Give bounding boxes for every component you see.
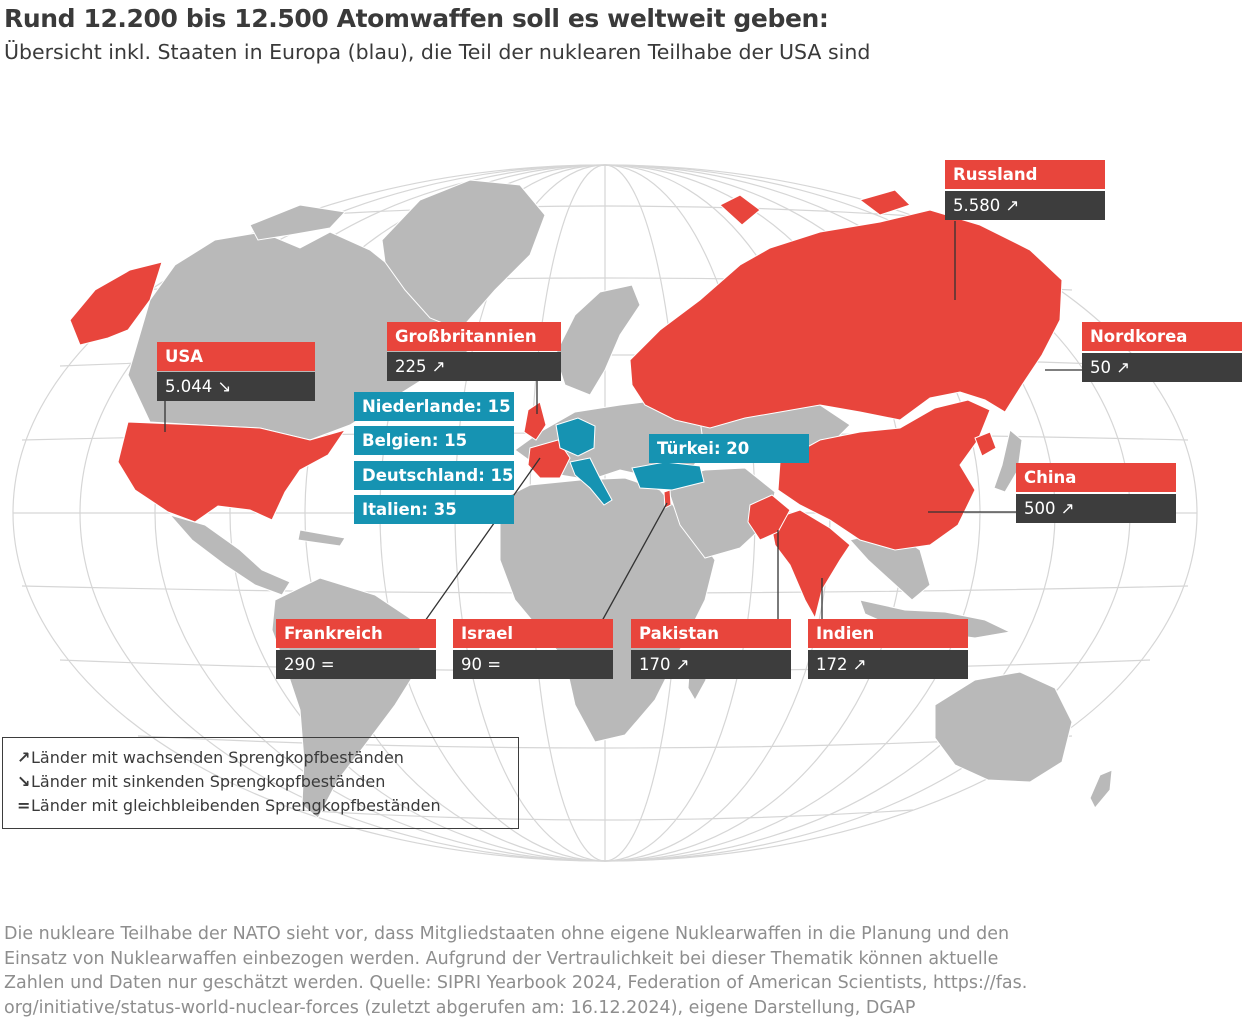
uk-shape [523,401,547,441]
legend: ↗Länder mit wachsenden Sprengkopfbeständ… [2,737,519,829]
label-france-name: Frankreich [276,619,436,648]
label-israel-value: 90 = [453,650,613,679]
chart-title: Rund 12.200 bis 12.500 Atomwaffen soll e… [4,4,829,33]
arrow-down-icon: ↘ [17,772,31,791]
leader-lines [164,221,1082,622]
arctic-islands [249,204,347,241]
russia-islands-shape [719,189,911,226]
equal-icon: = [17,796,31,815]
france-shape [527,439,571,479]
russia-shape [629,209,1063,429]
label-russia-name: Russland [945,160,1105,189]
label-france-value: 290 = [276,650,436,679]
label-russia-value: 5.580 ↗ [945,191,1105,220]
caribbean [297,529,346,547]
israel-shape [663,489,672,509]
italy-shape [569,457,613,506]
japan [993,429,1023,493]
label-germany: Deutschland: 15 [354,461,514,490]
scandinavia [554,284,641,396]
label-northkorea-value: 50 ↗ [1082,353,1242,382]
legend-down-text: Länder mit sinkenden Sprengkopfbeständen [31,772,386,791]
label-usa-name: USA [157,342,315,371]
australia [934,671,1073,783]
label-uk-name: Großbritannien [387,322,561,351]
sharing-states [555,417,705,506]
label-china-name: China [1016,463,1176,492]
india-shape [769,509,851,620]
legend-item-equal: =Länder mit gleichbleibenden Sprengkopfb… [17,794,518,818]
legend-item-down: ↘Länder mit sinkenden Sprengkopfbestände… [17,770,518,794]
legend-item-up: ↗Länder mit wachsenden Sprengkopfbeständ… [17,746,518,770]
world-map [12,164,1198,862]
leader-israel [601,502,668,622]
alaska-shape [69,261,163,346]
benelux-germany-shape [555,417,596,457]
label-belgium: Belgien: 15 [354,426,514,455]
usa-shape [117,421,347,523]
label-india-name: Indien [808,619,968,648]
north-korea-shape [974,431,997,457]
legend-up-text: Länder mit wachsenden Sprengkopfbestände… [31,748,404,767]
arrow-up-icon: ↗ [17,748,31,767]
label-turkey: Türkei: 20 [649,434,809,463]
central-america [168,514,291,596]
parallel [296,205,914,217]
greenland [381,179,546,331]
label-netherlands: Niederlande: 15 [354,392,514,421]
leader-france [424,457,541,622]
label-israel-name: Israel [453,619,613,648]
parallel [296,809,914,821]
label-pakistan-name: Pakistan [631,619,791,648]
chart-subtitle: Übersicht inkl. Staaten in Europa (blau)… [4,40,871,64]
new-zealand [1089,769,1113,809]
parallel [137,735,1073,749]
label-uk-value: 225 ↗ [387,352,561,381]
legend-equal-text: Länder mit gleichbleibenden Sprengkopfbe… [31,796,441,815]
label-india-value: 172 ↗ [808,650,968,679]
label-china-value: 500 ↗ [1016,494,1176,523]
label-italy: Italien: 35 [354,495,514,524]
label-pakistan-value: 170 ↗ [631,650,791,679]
label-usa-value: 5.044 ↘ [157,372,315,401]
footnote: Die nukleare Teilhabe der NATO sieht vor… [4,924,1028,1018]
label-northkorea-name: Nordkorea [1082,322,1242,351]
